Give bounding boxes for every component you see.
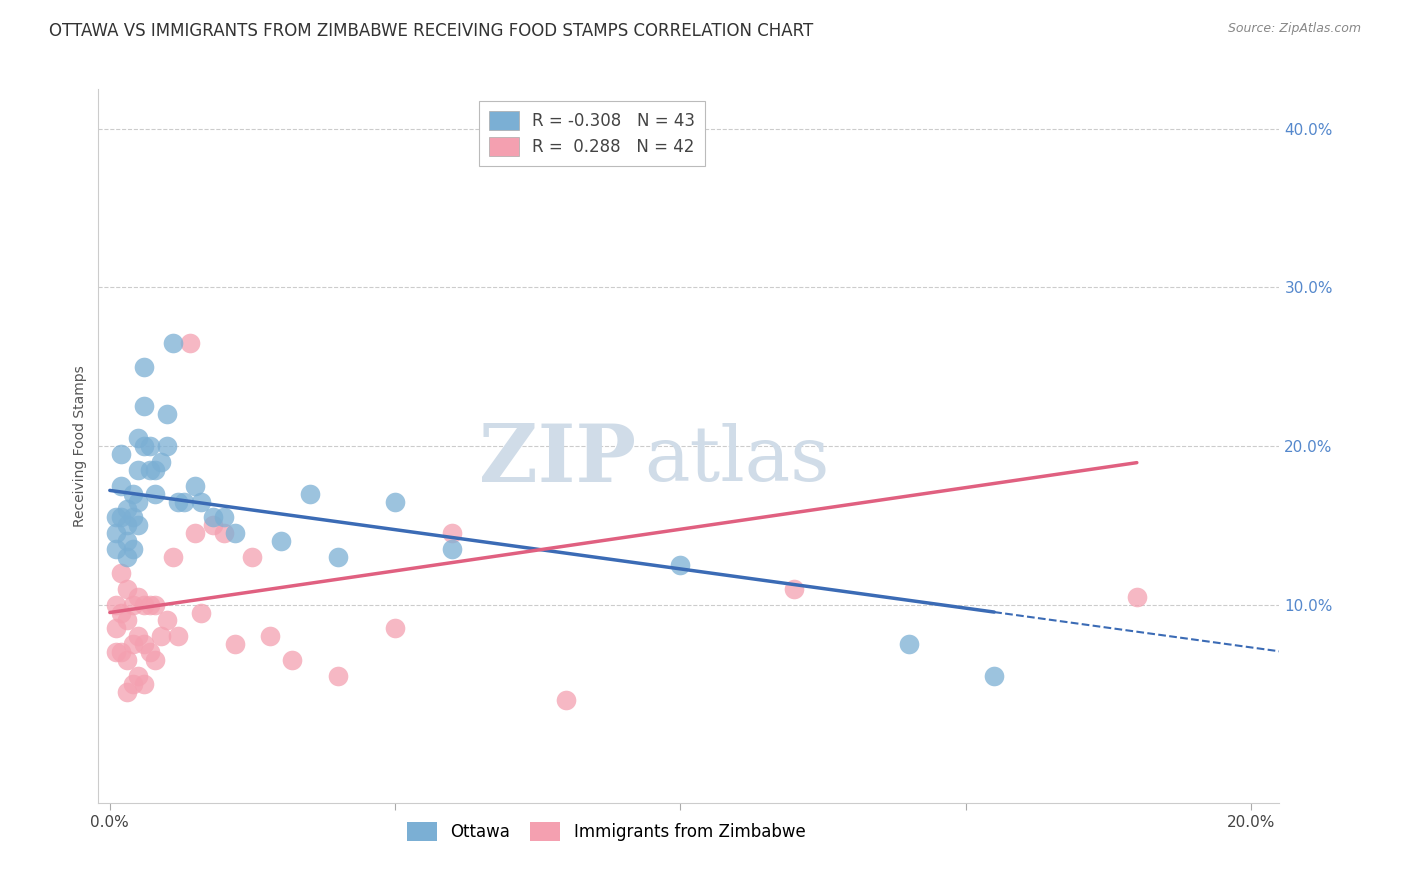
Point [983,669,1005,683]
Text: Source: ZipAtlas.com: Source: ZipAtlas.com [1227,22,1361,36]
Point [115,685,138,699]
Point [132,637,155,651]
Point [121,598,143,612]
Point [121,637,143,651]
Point [121,486,143,500]
Point [115,502,138,516]
Point [127,431,149,445]
Point [110,606,132,620]
Point [167,629,190,643]
Y-axis label: Receiving Food Stamps: Receiving Food Stamps [73,365,87,527]
Point [384,621,406,635]
Point [259,629,281,643]
Point [173,494,195,508]
Point [132,598,155,612]
Point [139,439,162,453]
Point [132,400,155,414]
Point [115,549,138,564]
Point [441,542,464,557]
Point [156,439,179,453]
Point [132,359,155,374]
Point [298,486,321,500]
Point [242,549,264,564]
Point [104,510,127,524]
Point [212,510,235,524]
Point [110,645,132,659]
Point [184,478,207,492]
Point [281,653,304,667]
Point [115,534,138,549]
Point [139,645,162,659]
Point [145,486,167,500]
Point [121,542,143,557]
Point [156,614,179,628]
Legend: Ottawa, Immigrants from Zimbabwe: Ottawa, Immigrants from Zimbabwe [401,815,813,848]
Point [115,614,138,628]
Point [897,637,920,651]
Point [139,598,162,612]
Point [555,692,578,706]
Point [1126,590,1149,604]
Text: OTTAWA VS IMMIGRANTS FROM ZIMBABWE RECEIVING FOOD STAMPS CORRELATION CHART: OTTAWA VS IMMIGRANTS FROM ZIMBABWE RECEI… [49,22,814,40]
Point [127,463,149,477]
Point [224,526,246,541]
Point [270,534,292,549]
Point [212,526,235,541]
Point [121,510,143,524]
Point [127,518,149,533]
Point [224,637,246,651]
Point [132,439,155,453]
Point [104,645,127,659]
Point [150,629,173,643]
Point [145,463,167,477]
Point [145,598,167,612]
Point [121,677,143,691]
Point [110,566,132,580]
Point [127,669,149,683]
Point [162,549,184,564]
Point [162,335,184,350]
Point [669,558,692,572]
Point [384,494,406,508]
Point [145,653,167,667]
Point [110,478,132,492]
Text: ZIP: ZIP [479,421,636,500]
Point [104,598,127,612]
Point [115,518,138,533]
Point [115,582,138,596]
Point [326,549,349,564]
Point [167,494,190,508]
Point [104,621,127,635]
Point [139,463,162,477]
Point [110,447,132,461]
Point [115,653,138,667]
Point [127,590,149,604]
Point [201,510,224,524]
Point [326,669,349,683]
Point [132,677,155,691]
Point [110,510,132,524]
Point [104,542,127,557]
Text: atlas: atlas [644,424,830,497]
Point [150,455,173,469]
Point [127,494,149,508]
Point [127,629,149,643]
Point [104,526,127,541]
Point [201,518,224,533]
Point [441,526,464,541]
Point [783,582,806,596]
Point [156,407,179,421]
Point [190,606,212,620]
Point [190,494,212,508]
Point [179,335,201,350]
Point [184,526,207,541]
